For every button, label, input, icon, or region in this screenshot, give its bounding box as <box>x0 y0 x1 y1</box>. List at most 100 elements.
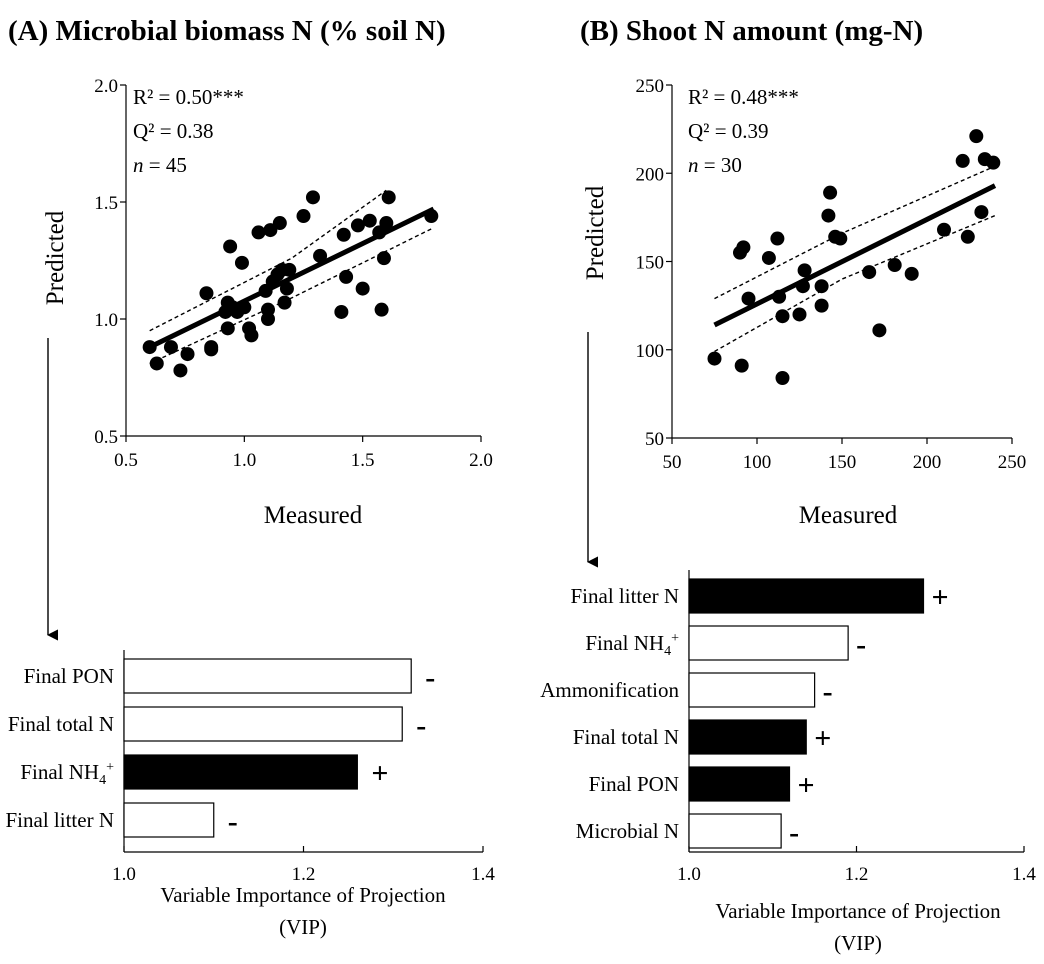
data-point <box>336 227 351 242</box>
data-point <box>277 295 292 310</box>
y-tick-label: 100 <box>636 341 665 362</box>
panel-a-vip-x-label-line1: Variable Importance of Projection <box>160 883 446 907</box>
vip-bar-label: Final total N <box>573 725 679 749</box>
panel-b-vip-chart: Final litter N +Final NH4+ -Ammonification… <box>540 570 1036 955</box>
data-point <box>821 208 836 223</box>
y-tick-label: 200 <box>636 164 665 185</box>
x-tick-label: 250 <box>998 452 1027 473</box>
panel-b-n-value: = 30 <box>699 153 742 177</box>
data-point <box>823 185 838 200</box>
vip-sign: - <box>789 816 799 849</box>
panel-b-n: n = 30 <box>688 153 742 177</box>
vip-sign: - <box>228 805 238 838</box>
panel-a-y-label: Predicted <box>42 210 69 305</box>
vip-bar <box>123 754 358 790</box>
panel-a-x-label: Measured <box>264 502 363 529</box>
vip-bar <box>688 766 791 802</box>
vip-bar <box>123 706 403 742</box>
ci-lower-line <box>149 227 435 365</box>
panel-a-vip-x-label-line2: (VIP) <box>279 915 327 939</box>
data-point <box>376 251 391 266</box>
data-point <box>379 216 394 231</box>
y-tick-label: 1.0 <box>94 310 118 331</box>
vip-bar-label-sup: + <box>106 760 114 775</box>
x-tick-label: 2.0 <box>469 450 493 471</box>
panel-b-vip-x-label-line2: (VIP) <box>834 931 882 955</box>
x-tick-label: 1.0 <box>232 450 256 471</box>
data-point <box>775 370 790 385</box>
vip-bar-label: Final litter N <box>571 584 680 608</box>
ci-lower-line <box>714 214 996 353</box>
regression-line <box>148 206 435 350</box>
panel-a-q2: Q² = 0.38 <box>133 119 214 143</box>
x-tick-label: 100 <box>743 452 772 473</box>
vip-bar <box>688 813 782 849</box>
panel-a-n-symbol: n <box>133 153 144 177</box>
x-tick-label: 1.0 <box>112 864 136 885</box>
data-point <box>173 363 188 378</box>
data-point <box>261 302 275 317</box>
x-tick-label: 200 <box>913 452 942 473</box>
data-point <box>374 302 389 317</box>
panel-b-q2: Q² = 0.39 <box>688 119 769 143</box>
data-point <box>149 356 164 371</box>
x-tick-label: 0.5 <box>114 450 138 471</box>
data-point <box>741 291 756 306</box>
panel-b-scatter-plot: 50 100 150 200 250 50 100 150 200 250 R² = 0.48**… <box>582 76 1026 529</box>
panel-b-vip-x-label-line1: Variable Importance of Projection <box>715 899 1001 923</box>
data-point <box>795 279 810 294</box>
data-point <box>142 340 157 355</box>
data-point <box>772 289 787 304</box>
panel-b-r2: R² = 0.48*** <box>688 85 799 109</box>
y-tick-label: 1.5 <box>94 193 118 214</box>
data-point <box>792 307 807 322</box>
regression-line <box>713 183 997 328</box>
vip-bar-label-sup: + <box>671 631 679 646</box>
data-point <box>814 279 829 294</box>
data-point <box>424 209 439 224</box>
panel-b-n-symbol: n <box>688 153 699 177</box>
x-tick-label: 50 <box>663 452 682 473</box>
data-point <box>986 155 1001 170</box>
vip-sign: + <box>932 581 949 614</box>
vip-sign: + <box>798 769 815 802</box>
panel-a-n: n = 45 <box>133 153 187 177</box>
vip-bar-label-sub: 4 <box>664 644 671 659</box>
x-tick-label: 1.2 <box>292 864 316 885</box>
panel-b-y-label: Predicted <box>582 185 609 280</box>
vip-bar <box>688 625 849 661</box>
data-point <box>180 347 195 362</box>
vip-sign: - <box>856 628 866 661</box>
data-point <box>904 266 919 281</box>
data-point <box>775 309 790 324</box>
data-point <box>872 323 887 338</box>
panel-a-title: (A) Microbial biomass N (% soil N) <box>8 15 446 47</box>
data-point <box>381 190 396 205</box>
vip-bar <box>123 802 215 838</box>
vip-bar-label: Ammonification <box>540 678 679 702</box>
vip-bar <box>123 658 412 694</box>
panel-b-title: (B) Shoot N amount (mg-N) <box>580 15 923 47</box>
panel-b-x-label: Measured <box>799 502 898 529</box>
x-tick-label: 1.5 <box>351 450 375 471</box>
x-tick-label: 1.4 <box>1012 864 1036 885</box>
data-point <box>707 351 722 366</box>
data-point <box>163 340 178 355</box>
data-point <box>862 265 877 280</box>
data-point <box>350 218 365 233</box>
vip-sign: + <box>371 757 388 790</box>
data-point <box>969 129 984 144</box>
data-point <box>355 281 370 296</box>
x-tick-label: 1.0 <box>677 864 701 885</box>
data-point <box>797 263 812 278</box>
vip-bar-label-base: Final NH <box>585 631 664 655</box>
data-point <box>761 250 776 265</box>
data-point <box>960 229 975 244</box>
data-point <box>955 153 970 168</box>
data-point <box>887 258 902 273</box>
data-point <box>204 340 219 355</box>
vip-bar <box>688 719 807 755</box>
data-point <box>237 300 252 315</box>
data-point <box>223 239 238 254</box>
panel-a-vip-chart: Final PON -Final total N -Final NH4+ +Final… <box>6 650 495 939</box>
